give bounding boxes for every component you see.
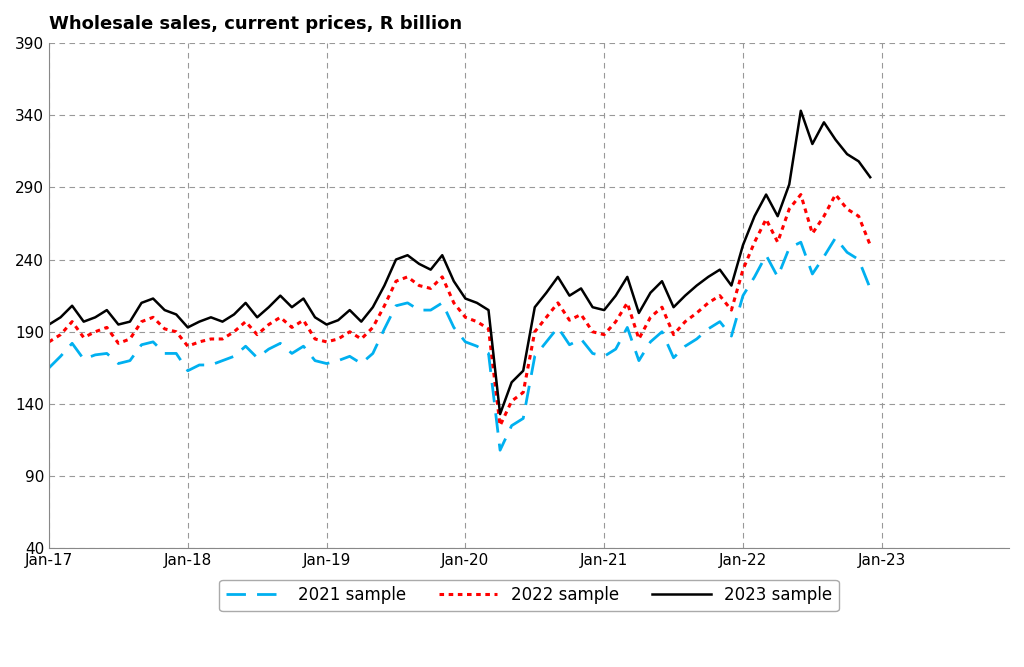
2021 sample xyxy=(517,414,529,422)
Legend: 2021 sample, 2022 sample, 2023 sample: 2021 sample, 2022 sample, 2023 sample xyxy=(219,580,839,611)
2022 sample xyxy=(574,310,587,318)
2023 sample xyxy=(159,306,171,314)
2022 sample xyxy=(321,338,333,346)
2023 sample xyxy=(43,321,55,329)
Text: Wholesale sales, current prices, R billion: Wholesale sales, current prices, R billi… xyxy=(49,15,462,33)
2022 sample xyxy=(864,241,877,249)
2022 sample xyxy=(159,325,171,333)
2021 sample xyxy=(609,345,622,353)
2021 sample xyxy=(829,234,842,242)
2021 sample xyxy=(864,284,877,292)
2023 sample xyxy=(795,107,807,115)
2021 sample xyxy=(494,446,506,454)
2023 sample xyxy=(517,367,529,375)
2023 sample xyxy=(818,118,830,126)
2021 sample xyxy=(321,360,333,368)
2023 sample xyxy=(494,410,506,418)
2023 sample xyxy=(574,284,587,292)
2022 sample xyxy=(43,338,55,346)
2022 sample xyxy=(517,388,529,396)
2022 sample xyxy=(818,212,830,220)
2022 sample xyxy=(494,422,506,430)
2021 sample xyxy=(43,364,55,372)
Line: 2023 sample: 2023 sample xyxy=(49,111,870,414)
2022 sample xyxy=(609,317,622,325)
Line: 2022 sample: 2022 sample xyxy=(49,195,870,426)
2021 sample xyxy=(159,350,171,358)
2021 sample xyxy=(806,270,818,278)
2023 sample xyxy=(609,291,622,299)
Line: 2021 sample: 2021 sample xyxy=(49,238,870,450)
2023 sample xyxy=(321,321,333,329)
2021 sample xyxy=(574,335,587,343)
2022 sample xyxy=(795,191,807,199)
2023 sample xyxy=(864,173,877,181)
